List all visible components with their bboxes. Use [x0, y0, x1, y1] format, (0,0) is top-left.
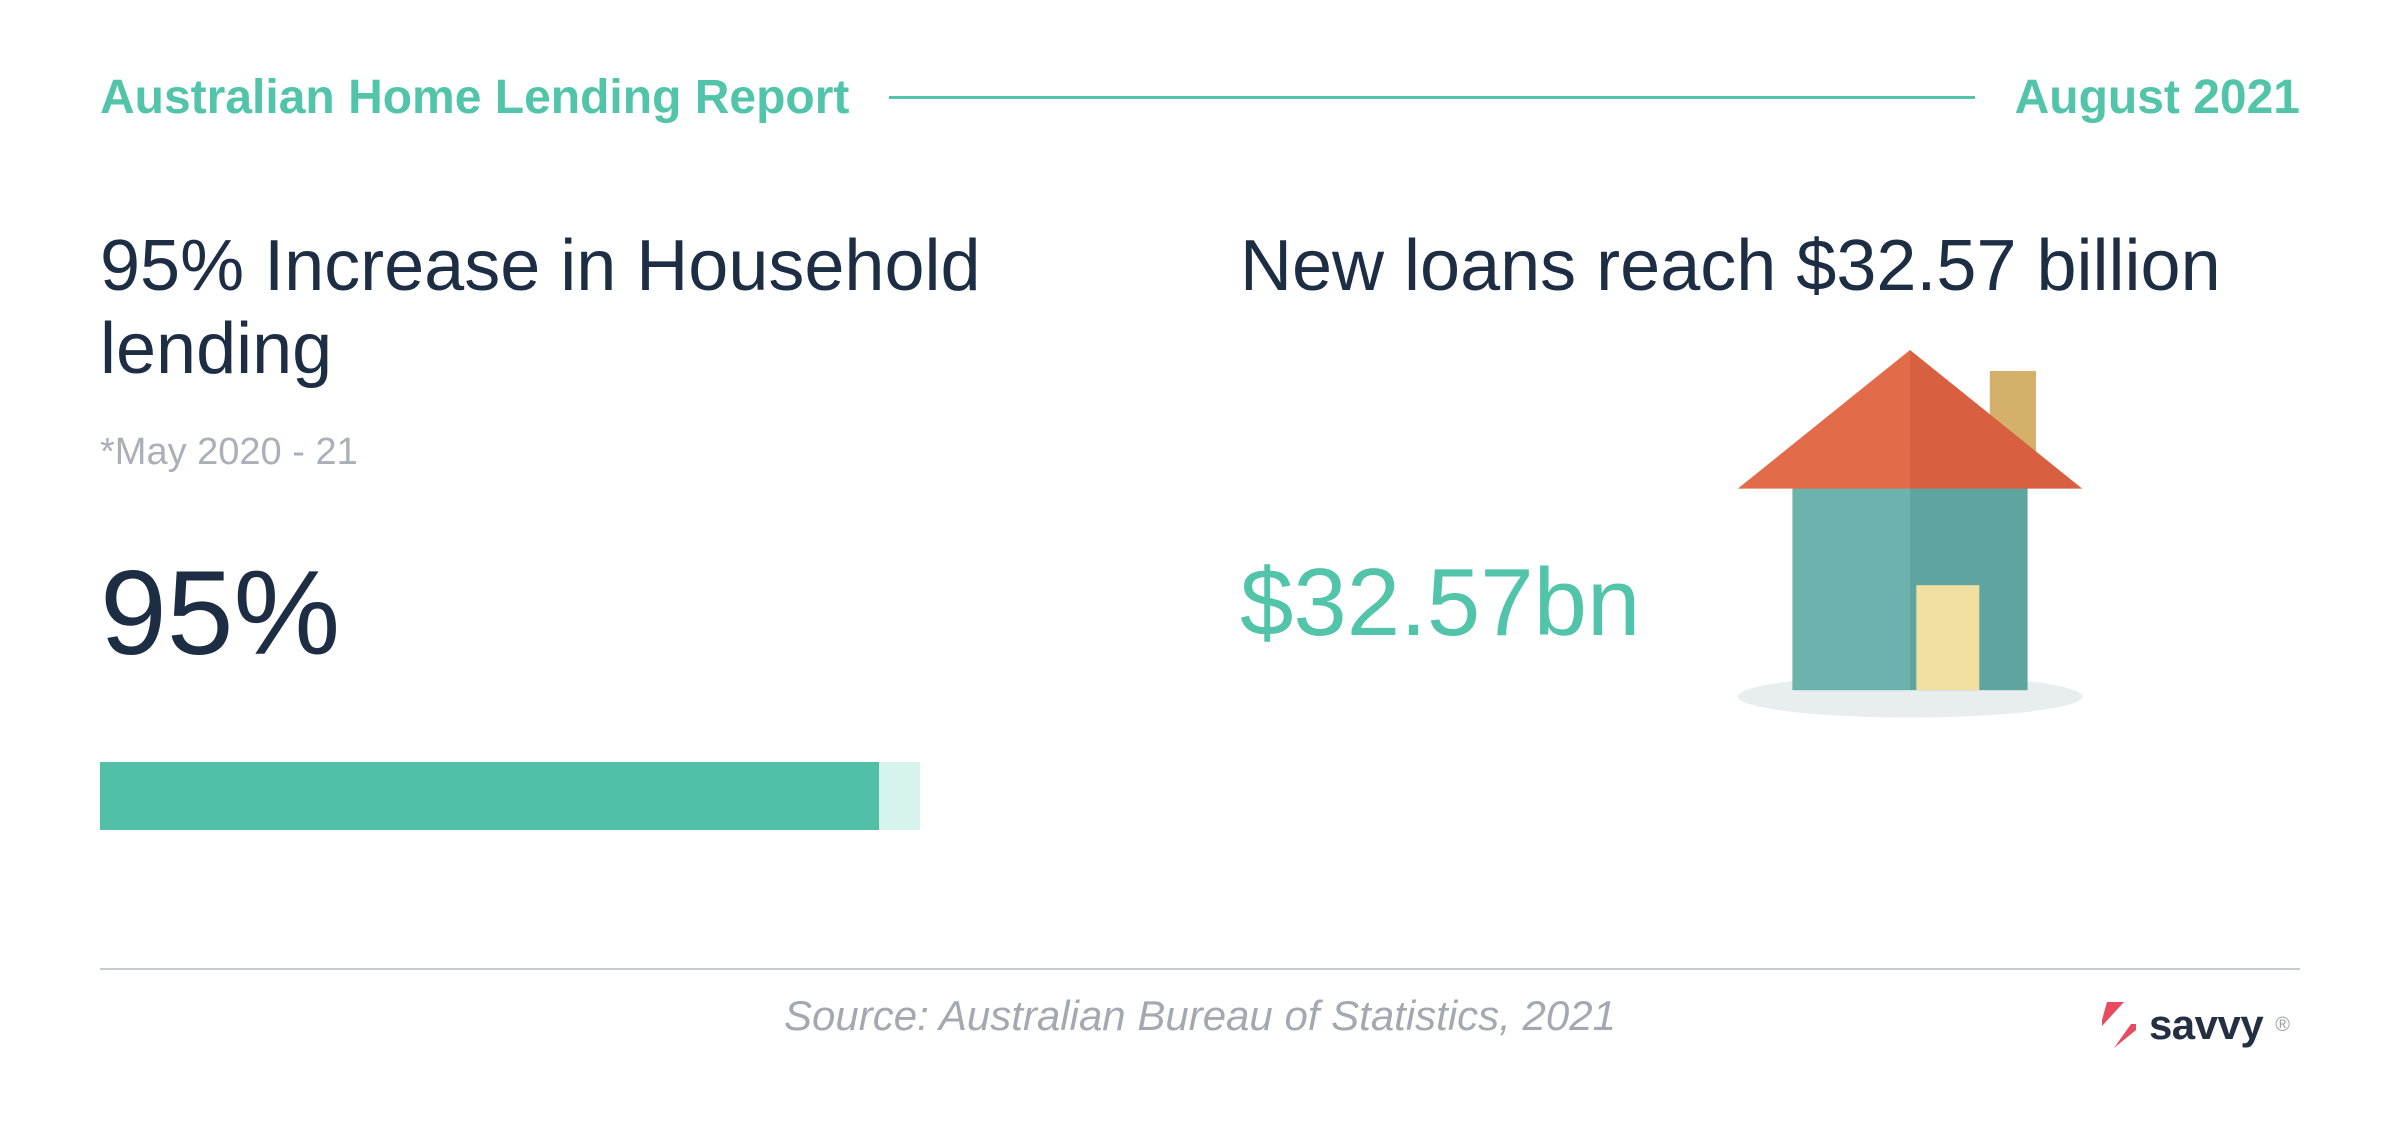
- progress-fill: [100, 762, 879, 830]
- loan-value: $32.57bn: [1240, 548, 1640, 658]
- header-divider: [889, 96, 1974, 99]
- report-canvas: Australian Home Lending Report August 20…: [100, 70, 2300, 1070]
- brand-name: savvy: [2149, 1001, 2263, 1049]
- date-range-note: *May 2020 - 21: [100, 431, 1160, 474]
- report-date: August 2021: [2015, 70, 2300, 125]
- report-title: Australian Home Lending Report: [100, 70, 849, 125]
- house-icon: [1700, 308, 2120, 728]
- brand-trademark: ®: [2275, 1014, 2290, 1037]
- percent-value: 95%: [100, 544, 1160, 682]
- brand-mark-icon: [2099, 1000, 2139, 1050]
- header-bar: Australian Home Lending Report August 20…: [100, 70, 2300, 125]
- right-column: New loans reach $32.57 billion $32.57bn: [1240, 225, 2300, 830]
- progress-bar: [100, 762, 920, 830]
- right-headline: New loans reach $32.57 billion: [1240, 225, 2300, 308]
- footer-divider: [100, 968, 2300, 970]
- brand-logo: savvy ®: [2099, 1000, 2290, 1050]
- left-headline: 95% Increase in Household lending: [100, 225, 1160, 391]
- left-column: 95% Increase in Household lending *May 2…: [100, 225, 1160, 830]
- right-value-row: $32.57bn: [1240, 308, 2300, 728]
- source-citation: Source: Australian Bureau of Statistics,…: [100, 992, 2300, 1040]
- progress-remainder: [879, 762, 920, 830]
- content-columns: 95% Increase in Household lending *May 2…: [100, 225, 2300, 830]
